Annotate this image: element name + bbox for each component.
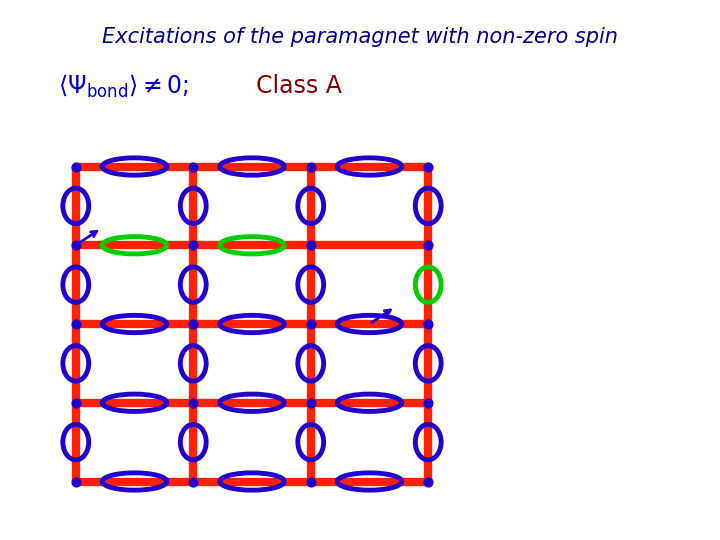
Point — [305, 477, 317, 486]
Point — [70, 477, 81, 486]
Point — [70, 162, 81, 171]
Point — [187, 162, 199, 171]
Point — [305, 241, 317, 249]
Point — [423, 241, 434, 249]
Point — [423, 320, 434, 328]
Text: Class A: Class A — [256, 75, 341, 98]
Point — [305, 162, 317, 171]
Point — [305, 320, 317, 328]
Point — [70, 320, 81, 328]
Point — [423, 399, 434, 407]
Point — [423, 477, 434, 486]
Point — [187, 477, 199, 486]
Point — [70, 241, 81, 249]
Point — [187, 241, 199, 249]
Text: Excitations of the paramagnet with non-zero spin: Excitations of the paramagnet with non-z… — [102, 27, 618, 47]
Text: $\langle \Psi_{\mathrm{bond}} \rangle \neq 0$;: $\langle \Psi_{\mathrm{bond}} \rangle \n… — [58, 73, 189, 100]
Point — [423, 162, 434, 171]
Point — [305, 399, 317, 407]
Point — [187, 320, 199, 328]
Point — [187, 399, 199, 407]
Point — [70, 399, 81, 407]
